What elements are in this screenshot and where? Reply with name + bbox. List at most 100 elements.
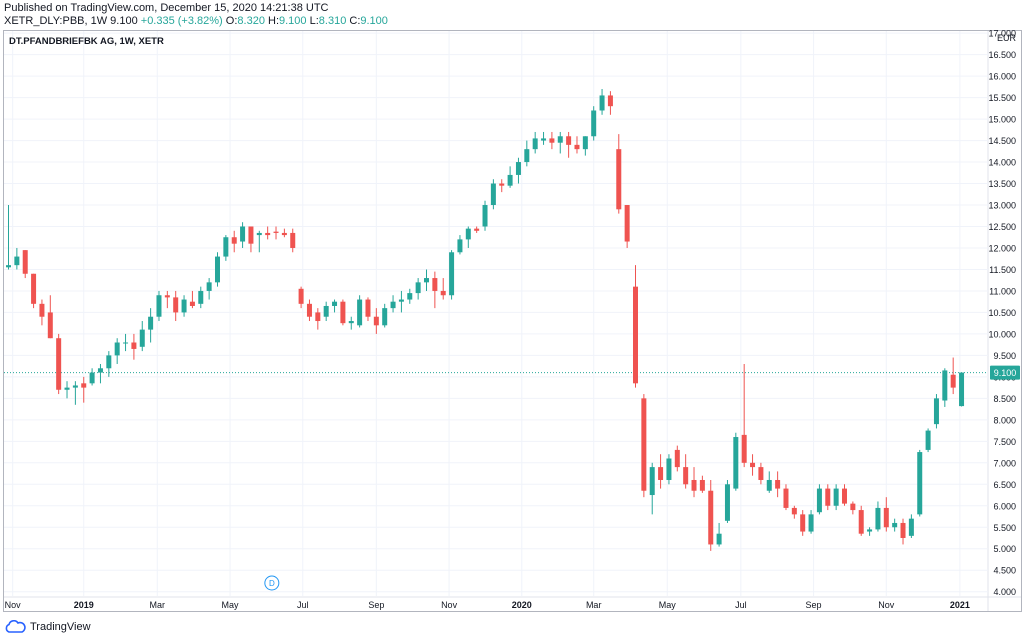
x-tick-label: Nov [878,600,895,610]
candle-body [624,205,630,242]
candle-body [415,282,421,294]
candle-body [607,95,613,107]
candle-body [783,488,789,508]
candle-body [156,295,162,317]
candle-body [800,514,806,532]
candle-body [39,303,45,317]
candle-body [842,488,847,504]
x-tick-label: Nov [5,600,22,610]
candle-body [449,252,455,296]
candle-body [532,138,538,150]
candle-body [557,136,563,143]
y-tick-label: 5.000 [993,544,1016,554]
candle-body [758,467,764,480]
published-caption: Published on TradingView.com, December 1… [4,2,329,14]
candle-body [6,265,11,268]
footer: TradingView [4,619,91,635]
y-tick-label: 7.000 [993,458,1016,468]
candle-body [298,288,304,304]
candle-body [181,299,187,313]
x-tick-label: May [659,600,677,610]
x-tick-label: 2021 [950,600,970,610]
candle-body [708,490,714,545]
candle-body [382,308,388,326]
candle-body [215,256,220,283]
candle-body [641,398,647,491]
candle-body [265,232,271,236]
candle-body [825,488,831,506]
low-value: 8.310 [318,15,347,27]
candle-body [908,518,914,536]
last-price-tag [990,365,1020,380]
candle-body [858,510,864,534]
y-tick-label: 15.500 [988,93,1016,103]
candle-body [490,183,496,206]
candle-body [950,374,956,388]
candle-body [440,290,446,296]
y-tick-label: 7.500 [993,437,1016,447]
candle-body [515,162,521,175]
candle-body [465,228,471,240]
candle-body [616,149,622,210]
candle-body [123,342,129,344]
candle-body [541,138,547,141]
candle-body [457,239,463,253]
candle-body [733,437,739,489]
y-tick-label: 4.500 [993,566,1016,576]
y-tick-label: 15.000 [988,115,1016,125]
x-tick-label: Mar [586,600,602,610]
candle-body [942,370,948,401]
candle-body [566,136,572,145]
candle-body [833,488,839,506]
candle-body [72,385,78,388]
candle-body [290,232,296,248]
candle-body [332,301,338,306]
candle-body [724,484,730,521]
x-tick-label: Sep [368,600,384,610]
candle-body [256,232,262,236]
candle-body [206,282,212,291]
candle-body [114,342,120,356]
candle-body [582,136,588,150]
candle-body [875,507,881,530]
chart-frame[interactable] [3,30,1022,612]
candle-body [867,529,873,532]
candle-body [89,372,95,384]
candle-body [633,286,638,384]
dividend-marker[interactable] [264,575,280,591]
candle-body [432,278,438,291]
candle-body [97,368,103,373]
candle-body [14,256,20,266]
high-value: 9.100 [279,15,307,27]
y-tick-label: 13.500 [988,179,1016,189]
close-label: C: [349,15,361,27]
candle-body [699,479,705,491]
candle-body [281,232,287,236]
candle-body [808,514,814,532]
dividend-marker-label: D [269,579,275,588]
candle-body [64,387,70,390]
candle-body [850,503,856,511]
candle-body [231,237,237,244]
y-tick-label: 8.500 [993,394,1016,404]
candle-body [917,452,923,515]
candle-body [925,430,931,450]
candle-body [750,462,756,468]
candle-body [574,144,580,150]
currency-label: EUR [997,33,1017,43]
candle-body [189,301,195,306]
tradingview-cloud-icon [5,620,26,633]
candle-body [666,458,672,480]
candle-body [716,533,722,545]
x-tick-label: Nov [441,600,458,610]
candle-body [766,479,772,491]
y-tick-label: 14.000 [988,158,1016,168]
candle-body [524,149,530,163]
x-tick-label: Mar [150,600,166,610]
ohlc-legend: XETR_DLY:PBB, 1W 9.100 +0.335 (+3.82%) O… [4,15,388,28]
last-price-tag-label: 9.100 [994,368,1017,378]
tradingview-brand: TradingView [30,621,91,633]
y-tick-label: 9.500 [993,351,1016,361]
candle-body [816,488,822,513]
